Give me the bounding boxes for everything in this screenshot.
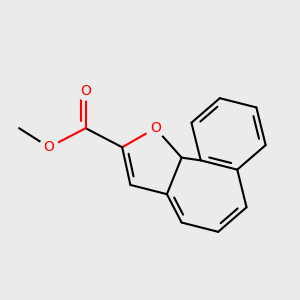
Text: O: O [80, 83, 91, 98]
Circle shape [40, 138, 58, 157]
Text: O: O [150, 121, 161, 135]
Circle shape [76, 81, 95, 100]
Text: O: O [44, 140, 55, 154]
Circle shape [146, 118, 165, 138]
